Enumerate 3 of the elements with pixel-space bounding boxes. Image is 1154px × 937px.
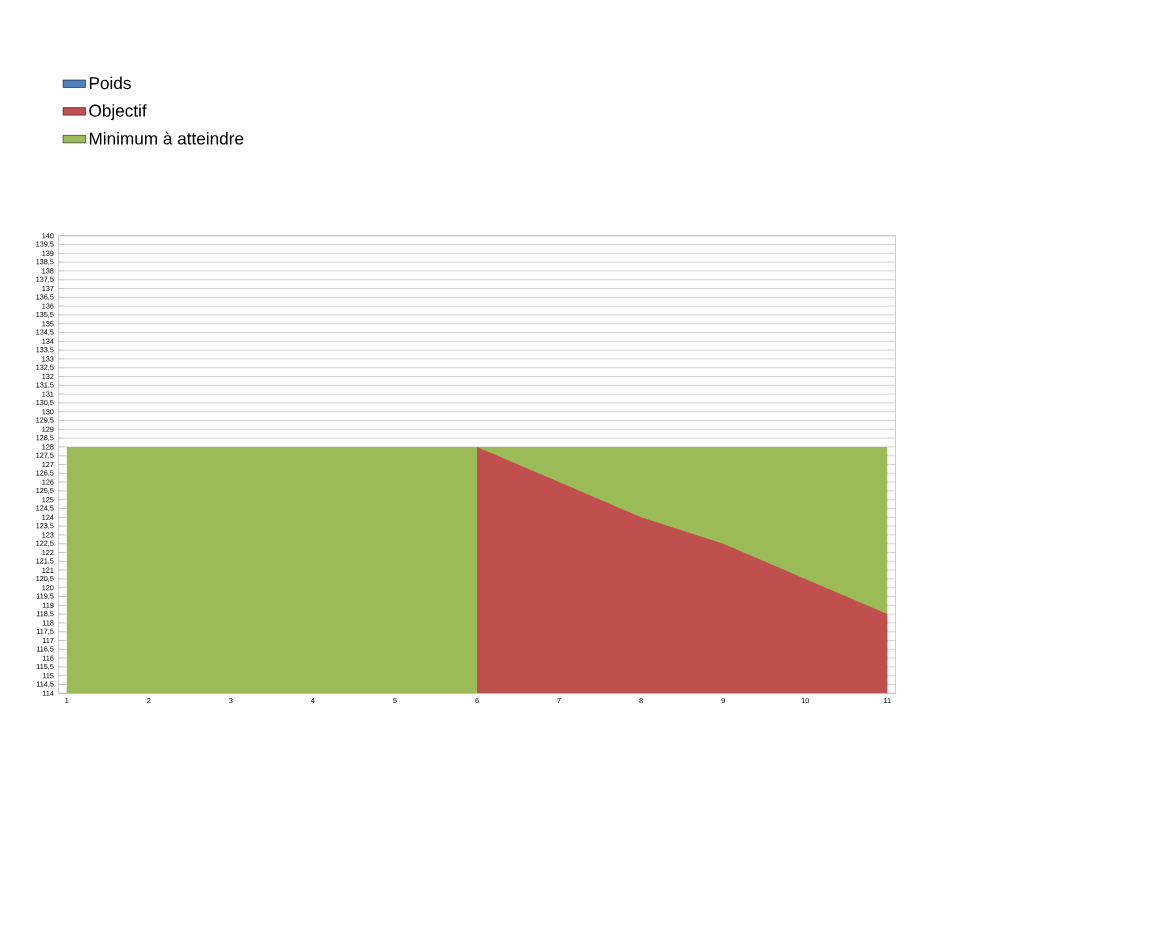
legend-label: Poids xyxy=(89,76,131,90)
legend-label: Minimum à atteindre xyxy=(89,131,244,145)
legend-label: Objectif xyxy=(89,104,147,121)
